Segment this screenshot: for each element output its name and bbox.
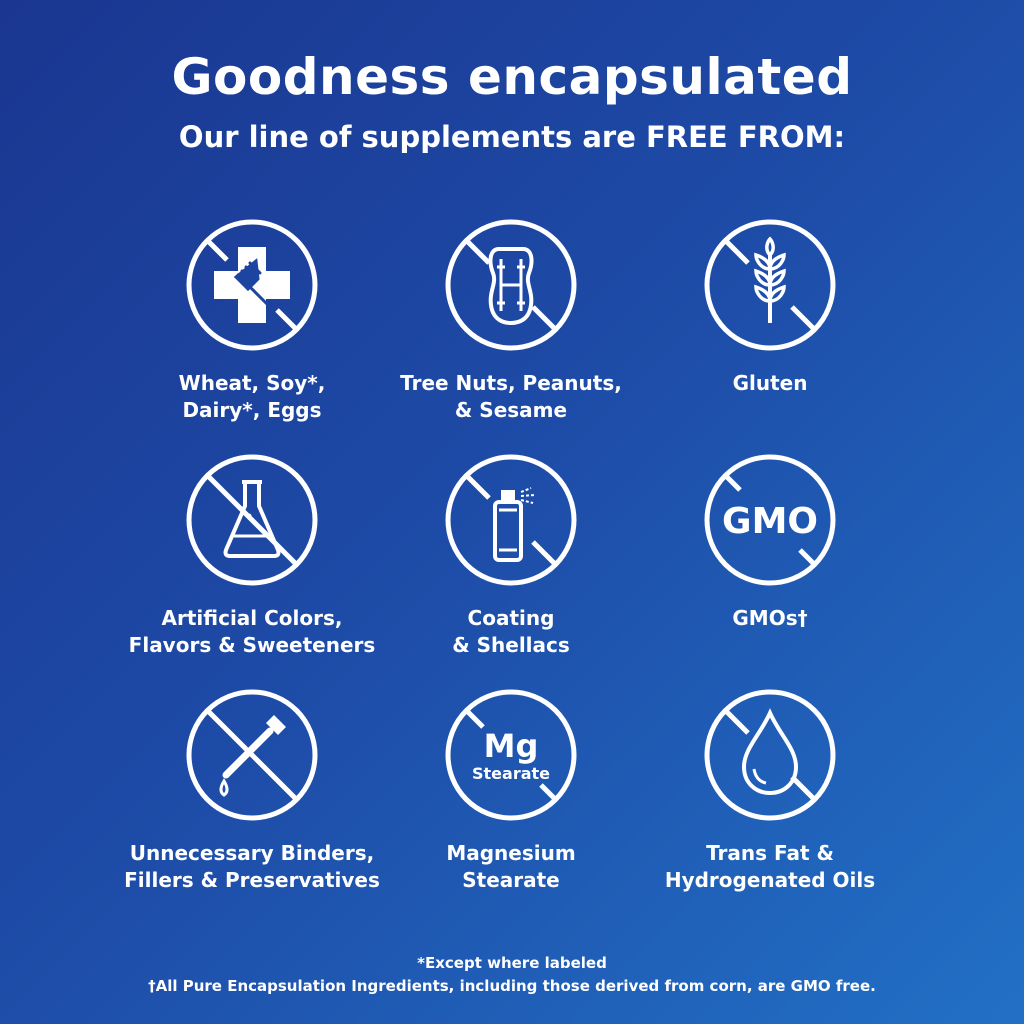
allergen-cross-fork-icon — [186, 219, 318, 351]
item-label: Gluten — [732, 371, 808, 395]
item-label: Magnesium Stearate — [446, 841, 576, 892]
footnote-gmo: †All Pure Encapsulation Ingredients, inc… — [148, 977, 876, 995]
free-from-item: Trans Fat & Hydrogenated Oils — [620, 688, 920, 894]
footnote-except: *Except where labeled — [417, 954, 607, 972]
item-label: Trans Fat & Hydrogenated Oils — [664, 841, 876, 892]
item-label: Wheat, Soy*, Dairy*, Eggs — [178, 371, 326, 422]
page-subtitle: Our line of supplements are FREE FROM: — [178, 120, 846, 154]
svg-text:Stearate: Stearate — [472, 764, 550, 783]
oil-drop-icon — [704, 689, 836, 821]
dropper-icon — [186, 689, 318, 821]
item-label: GMOs† — [732, 606, 808, 630]
free-from-item: Coating & Shellacs — [361, 453, 661, 659]
flask-icon — [186, 454, 318, 586]
page-title: Goodness encapsulated — [171, 48, 853, 106]
free-from-item: Unnecessary Binders, Fillers & Preservat… — [102, 688, 402, 894]
spray-bottle-icon — [445, 454, 577, 586]
free-from-item: Wheat, Soy*, Dairy*, Eggs — [102, 218, 402, 424]
free-from-item: Tree Nuts, Peanuts, & Sesame — [361, 218, 661, 424]
gmo-icon-text: GMO — [722, 501, 818, 542]
free-from-item: Mg Stearate Magnesium Stearate — [361, 688, 661, 894]
wheat-icon — [704, 219, 836, 351]
peanut-icon — [445, 219, 577, 351]
item-label: Coating & Shellacs — [452, 606, 570, 657]
free-from-item: Artificial Colors, Flavors & Sweeteners — [102, 453, 402, 659]
gmo-icon: GMO — [704, 454, 836, 586]
free-from-item: Gluten — [620, 218, 920, 397]
svg-text:Mg: Mg — [484, 727, 539, 765]
item-label: Tree Nuts, Peanuts, & Sesame — [400, 371, 622, 422]
free-from-item: GMO GMOs† — [620, 453, 920, 632]
item-label: Artificial Colors, Flavors & Sweeteners — [128, 606, 376, 657]
item-label: Unnecessary Binders, Fillers & Preservat… — [124, 841, 380, 892]
